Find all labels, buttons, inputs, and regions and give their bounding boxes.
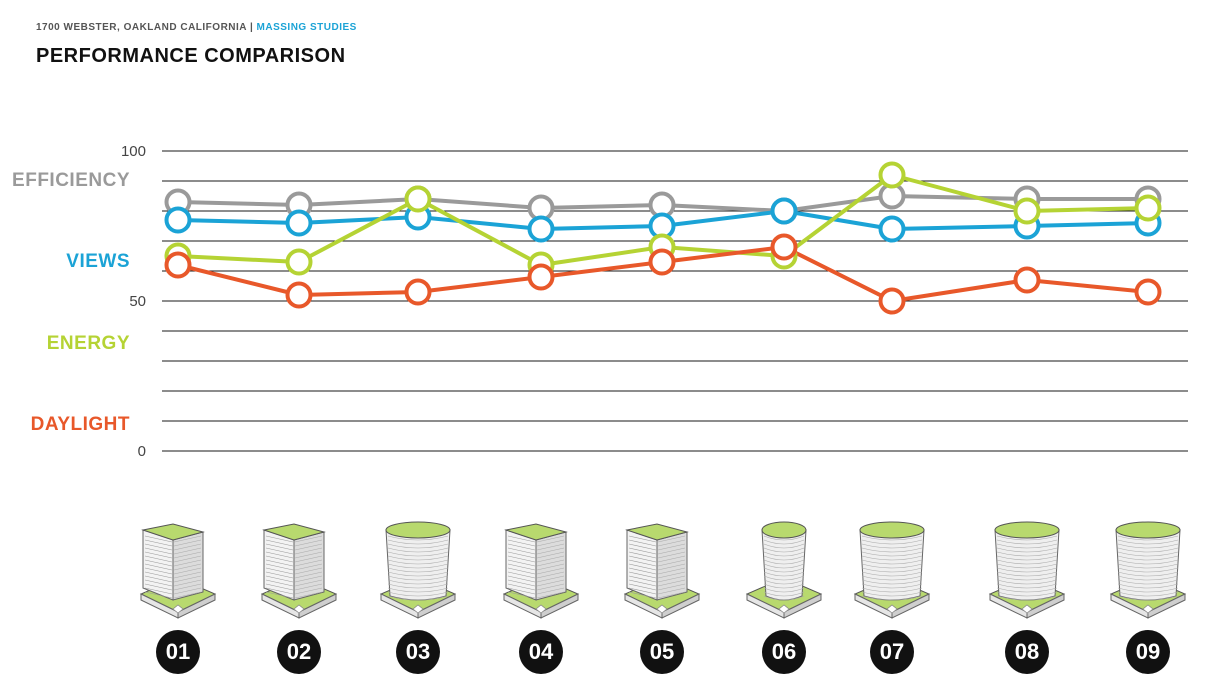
point-daylight-08	[1013, 266, 1041, 294]
massing-model-05	[617, 512, 707, 624]
point-energy-09	[1134, 194, 1162, 222]
section-name: MASSING STUDIES	[256, 22, 357, 33]
point-views-04	[527, 215, 555, 243]
massing-drawing	[139, 523, 217, 619]
point-views-06	[770, 197, 798, 225]
point-daylight-07	[878, 287, 906, 315]
point-energy-02	[285, 248, 313, 276]
scheme-number-badge: 04	[519, 630, 563, 674]
point-views-01	[164, 206, 192, 234]
page-title: PERFORMANCE COMPARISON	[36, 45, 346, 67]
massing-model-08	[982, 512, 1072, 624]
scheme-number-badge: 03	[396, 630, 440, 674]
project-name: 1700 WEBSTER, OAKLAND CALIFORNIA	[36, 22, 247, 33]
series-points	[164, 161, 1162, 315]
massing-drawing	[745, 521, 823, 619]
point-energy-07	[878, 161, 906, 189]
performance-chart: 100 50 0	[121, 143, 1188, 460]
massing-drawing	[502, 523, 580, 619]
point-daylight-02	[285, 281, 313, 309]
y-axis-ticks: 100 50 0	[121, 143, 146, 460]
massing-model-01	[133, 512, 223, 624]
subtitle-separator: |	[249, 22, 254, 33]
y-tick-label: 50	[129, 293, 146, 310]
massing-drawing	[988, 521, 1066, 619]
massing-model-03	[373, 512, 463, 624]
massing-drawing	[853, 521, 931, 619]
massing-drawing	[1109, 521, 1187, 619]
point-daylight-05	[648, 248, 676, 276]
project-subtitle: 1700 WEBSTER, OAKLAND CALIFORNIA | MASSI…	[36, 22, 357, 33]
legend-views: VIEWS	[66, 251, 130, 272]
point-energy-03	[404, 185, 432, 213]
scheme-number-badge: 01	[156, 630, 200, 674]
scheme-number-badge: 08	[1005, 630, 1049, 674]
y-tick-label: 0	[138, 443, 146, 460]
scheme-number-badge: 09	[1126, 630, 1170, 674]
point-energy-08	[1013, 197, 1041, 225]
legend-energy: ENERGY	[46, 333, 130, 354]
scheme-number-badge: 07	[870, 630, 914, 674]
point-views-07	[878, 215, 906, 243]
point-daylight-01	[164, 251, 192, 279]
point-daylight-09	[1134, 278, 1162, 306]
massing-drawing	[623, 523, 701, 619]
scheme-number-badge: 05	[640, 630, 684, 674]
scheme-number-badge: 06	[762, 630, 806, 674]
point-daylight-04	[527, 263, 555, 291]
massing-model-07	[847, 512, 937, 624]
massing-drawing	[260, 523, 338, 619]
point-views-02	[285, 209, 313, 237]
point-daylight-03	[404, 278, 432, 306]
legend-daylight: DAYLIGHT	[30, 414, 130, 435]
scheme-number-badge: 02	[277, 630, 321, 674]
point-daylight-06	[770, 233, 798, 261]
massing-drawing	[379, 521, 457, 619]
massing-model-04	[496, 512, 586, 624]
legend-efficiency: EFFICIENCY	[12, 170, 130, 191]
massing-model-06	[739, 512, 829, 624]
massing-model-02	[254, 512, 344, 624]
y-tick-label: 100	[121, 143, 146, 160]
massing-model-09	[1103, 512, 1193, 624]
header: 1700 WEBSTER, OAKLAND CALIFORNIA | MASSI…	[36, 22, 357, 68]
